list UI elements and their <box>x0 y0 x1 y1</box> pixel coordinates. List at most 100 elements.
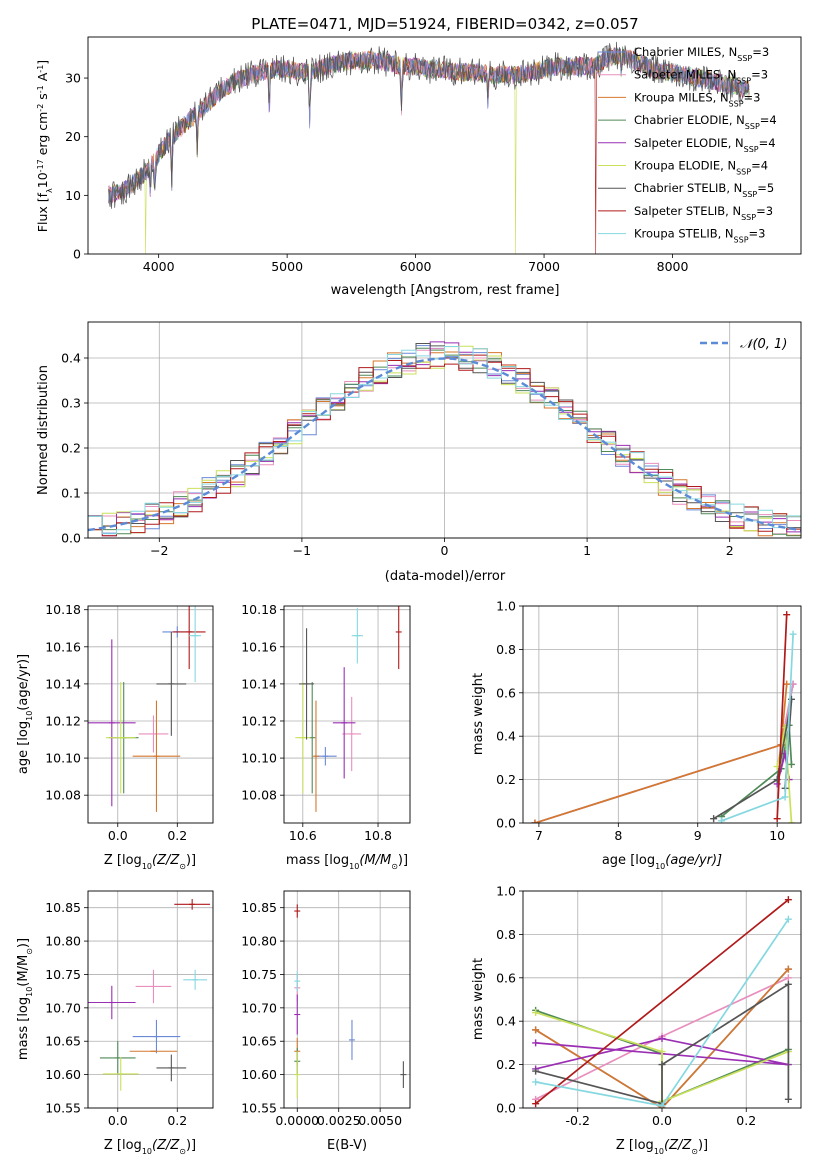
point-kroupa_elodie <box>105 682 136 794</box>
legend-entry-salpeter_miles: Salpeter MILES, NSSP=3 <box>634 68 768 86</box>
marker <box>784 915 792 923</box>
y-tick-label: 0.8 <box>496 927 516 942</box>
y-tick-label: 10.55 <box>241 1101 277 1116</box>
x-axis-label: wavelength [Angstrom, rest frame] <box>331 283 560 298</box>
x-tick-label: 8000 <box>657 259 689 274</box>
x-tick-label: 0.2 <box>167 828 187 843</box>
series-salpeter_stelib <box>773 611 791 823</box>
y-tick-label: 0.0 <box>496 816 516 831</box>
x-axis-label: mass [log10(M/M⊙)] <box>286 853 408 871</box>
x-tick-label: 6000 <box>400 259 432 274</box>
y-tick-label: 10.65 <box>241 1034 277 1049</box>
y-axis-label: age [log10(age/yr)] <box>16 654 34 774</box>
x-tick-label: 8 <box>614 828 622 843</box>
point-kroupa_miles <box>312 700 319 812</box>
axes-frame <box>87 605 214 824</box>
y-tick-label: 10.60 <box>45 1067 81 1082</box>
figure-title: PLATE=0471, MJD=51924, FIBERID=0342, z=0… <box>251 15 638 33</box>
series-salpeter_miles <box>531 680 797 823</box>
marker <box>532 1026 540 1034</box>
x-tick-label: 0.0050 <box>358 1113 402 1128</box>
x-tick-label: 0.2 <box>736 1113 756 1128</box>
y-tick-label: 10.14 <box>241 676 277 691</box>
point-salpeter_stelib <box>174 899 211 910</box>
point-kroupa_elodie <box>294 1051 301 1098</box>
legend-entry-chabrier_stelib: Chabrier STELIB, NSSP=5 <box>634 181 774 199</box>
y-tick-label: 0.3 <box>61 396 81 411</box>
chart-mass_vs_z: 0.0 0.2 10.55 10.60 10.65 10.70 10.75 10.80 10.8… <box>16 890 214 1156</box>
x-axis-label: Z [log10(Z/Z⊙)] <box>616 1138 708 1156</box>
legend-entry-salpeter_stelib: Salpeter STELIB, NSSP=3 <box>634 204 773 222</box>
chart-age_vs_z: 0.0 0.2 10.08 10.10 10.12 10.14 10.16 10.18 Z [l… <box>16 602 214 871</box>
marker <box>658 1048 666 1056</box>
y-tick-label: 10.60 <box>241 1067 277 1082</box>
point-salpeter_elodie <box>88 985 136 1020</box>
x-tick-label: 0.0 <box>108 828 128 843</box>
y-tick-label: 10.55 <box>45 1101 81 1116</box>
plot-area <box>531 611 797 823</box>
y-tick-label: 0.0 <box>496 1101 516 1116</box>
y-tick-label: 10.08 <box>45 788 81 803</box>
spectrum-legend: Chabrier MILES, NSSP=3 Salpeter MILES, NS… <box>598 45 777 244</box>
x-tick-label: 1 <box>583 543 591 558</box>
point-chabrier_miles <box>348 1019 355 1060</box>
point-chabrier_stelib <box>156 1054 187 1082</box>
plot-area <box>295 606 402 812</box>
y-tick-label: 10.85 <box>241 900 277 915</box>
axes-frame <box>283 605 411 824</box>
legend-entry-salpeter_elodie: Salpeter ELODIE, NSSP=4 <box>634 136 776 154</box>
y-tick-label: 0.0 <box>61 531 81 546</box>
x-tick-label: 10.6 <box>289 828 317 843</box>
plot-area <box>88 341 801 537</box>
marker <box>658 1035 666 1043</box>
x-axis-label: E(B-V) <box>327 1138 367 1153</box>
marker <box>781 724 789 732</box>
marker <box>531 819 539 823</box>
marker <box>787 760 795 768</box>
point-salpeter_elodie <box>332 667 356 779</box>
y-tick-label: 0.8 <box>496 642 516 657</box>
histogram-salpeter_stelib <box>88 354 801 537</box>
point-salpeter_stelib <box>172 606 206 670</box>
legend-entry-gaussian: 𝒩(0, 1) <box>740 337 787 352</box>
x-tick-label: 9 <box>694 828 702 843</box>
marker <box>718 817 726 823</box>
x-axis-label: Z [log10(Z/Z⊙)] <box>104 853 196 871</box>
point-salpeter_miles <box>138 715 169 753</box>
marker <box>532 1067 540 1075</box>
plot-area <box>532 896 792 1108</box>
y-tick-label: 0.1 <box>61 486 81 501</box>
legend-entry-kroupa_elodie: Kroupa ELODIE, NSSP=4 <box>634 159 768 177</box>
y-tick-label: 10.18 <box>241 602 277 617</box>
x-tick-label: 10.8 <box>364 828 392 843</box>
x-axis-label: Z [log10(Z/Z⊙)] <box>104 1138 196 1156</box>
spectrum-line-chabrier_miles <box>108 47 750 203</box>
y-tick-label: 10.75 <box>241 967 277 982</box>
x-tick-label: 0.2 <box>167 1113 187 1128</box>
point-chabrier_elodie <box>99 1041 136 1075</box>
plot-area <box>108 41 750 254</box>
y-tick-label: 10.16 <box>241 639 277 654</box>
series-kroupa_miles <box>531 680 791 823</box>
marker <box>781 793 789 801</box>
series-chabrier_miles <box>531 680 797 823</box>
point-chabrier_stelib <box>156 631 187 736</box>
marker <box>784 896 792 904</box>
chart-weight_vs_age: 7 8 9 10 0.0 0.2 0.4 0.6 0.8 1.0 age [log10(age/yr… <box>471 599 802 871</box>
x-tick-label: 0.0 <box>652 1113 672 1128</box>
x-tick-label: 7000 <box>528 259 560 274</box>
histogram-kroupa_stelib <box>88 346 801 535</box>
point-kroupa_stelib <box>183 969 208 990</box>
legend-entry-kroupa_miles: Kroupa MILES, NSSP=3 <box>634 90 760 108</box>
point-salpeter_stelib <box>395 606 402 670</box>
y-tick-label: 10.18 <box>45 602 81 617</box>
axes-frame <box>522 890 802 1109</box>
point-salpeter_miles <box>342 696 362 772</box>
point-kroupa_elodie <box>295 682 311 794</box>
legend-entry-chabrier_elodie: Chabrier ELODIE, NSSP=4 <box>634 113 777 131</box>
y-tick-label: 10.12 <box>241 713 277 728</box>
axes-frame <box>87 321 802 539</box>
marker <box>784 1095 792 1103</box>
y-tick-label: 0.2 <box>61 441 81 456</box>
